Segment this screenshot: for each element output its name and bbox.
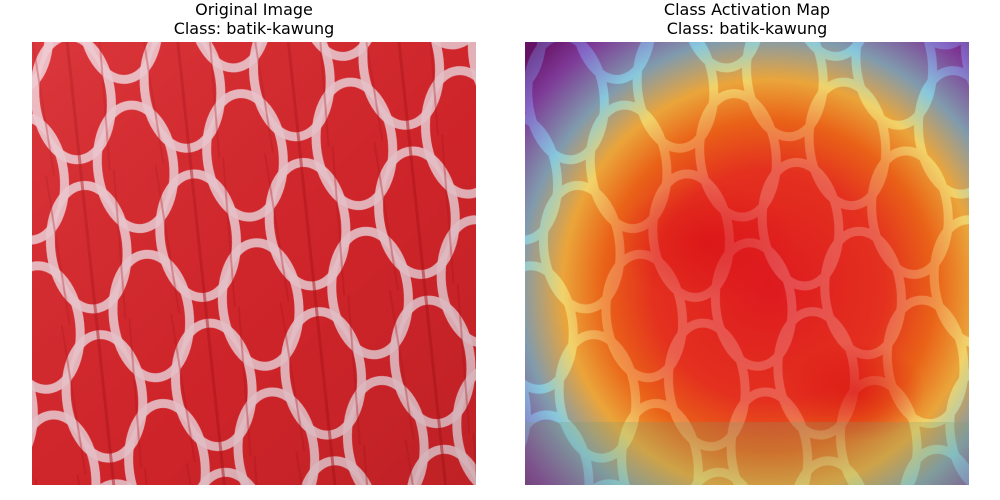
original-image-canvas <box>32 42 476 485</box>
cam-heading: Class Activation Map <box>663 0 831 19</box>
cam-canvas <box>525 42 969 485</box>
class-activation-map <box>525 42 969 485</box>
original-image-title: Original Image Class: batik-kawung <box>32 0 476 38</box>
cam-title: Class Activation Map Class: batik-kawung <box>525 0 969 38</box>
cam-class-label: Class: batik-kawung <box>666 19 828 38</box>
original-image-heading: Original Image <box>195 0 313 19</box>
original-image <box>32 42 476 485</box>
original-image-class-label: Class: batik-kawung <box>173 19 335 38</box>
